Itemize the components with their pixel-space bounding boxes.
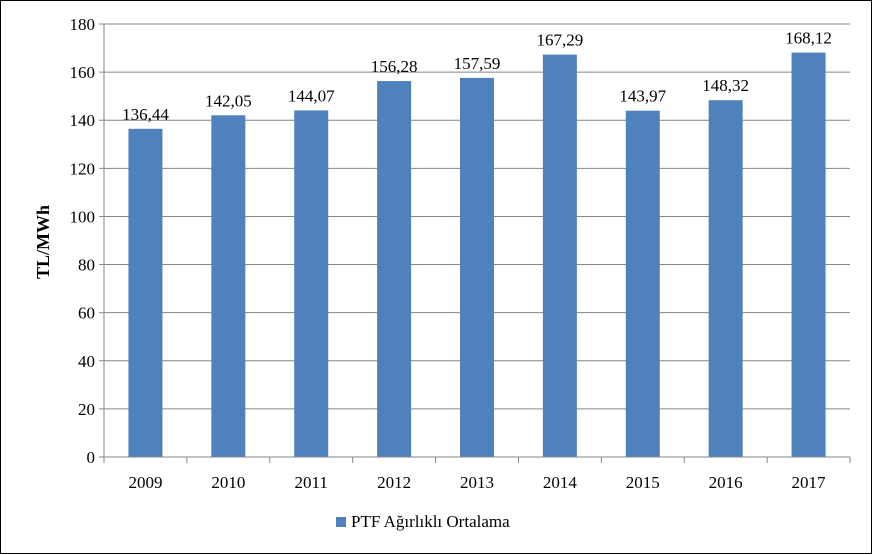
y-tick-label: 0 xyxy=(87,448,96,467)
x-tick-label-2011: 2011 xyxy=(295,473,328,492)
data-label-2017: 168,12 xyxy=(785,29,832,48)
data-label-2009: 136,44 xyxy=(122,105,169,124)
x-tick-label-2009: 2009 xyxy=(128,473,162,492)
x-tick-label-2013: 2013 xyxy=(460,473,494,492)
legend-label: PTF Ağırlıklı Ortalama xyxy=(351,512,510,531)
bar-2011 xyxy=(294,110,329,457)
legend: PTF Ağırlıklı Ortalama xyxy=(336,512,510,531)
y-axis-title: TL/MWh xyxy=(33,205,53,279)
bar-2015 xyxy=(625,110,660,457)
x-tick-labels: 2009 2010 2011 2012 2013 2014 2015 2016 2017 xyxy=(128,473,826,492)
data-label-2015: 143,97 xyxy=(619,87,666,106)
bar-2010 xyxy=(211,115,246,457)
y-tick-label: 180 xyxy=(70,15,96,34)
data-label-2012: 156,28 xyxy=(371,57,418,76)
data-label-2011: 144,07 xyxy=(288,86,335,105)
bar-2009 xyxy=(128,128,163,457)
x-tick-label-2012: 2012 xyxy=(377,473,411,492)
x-tick-label-2014: 2014 xyxy=(543,473,578,492)
y-tick-label: 60 xyxy=(78,304,95,323)
data-label-2013: 157,59 xyxy=(454,54,501,73)
bar-2016 xyxy=(708,100,743,457)
axes xyxy=(103,24,851,463)
data-label-2010: 142,05 xyxy=(205,91,252,110)
y-tick-label: 20 xyxy=(78,400,95,419)
y-tick-label: 100 xyxy=(70,207,96,226)
bar-2017 xyxy=(791,52,826,457)
x-tick-label-2017: 2017 xyxy=(792,473,827,492)
bar-2012 xyxy=(377,81,412,457)
bar-2013 xyxy=(460,77,494,457)
y-tick-label: 160 xyxy=(70,63,96,82)
bar-2014 xyxy=(542,54,577,457)
x-tick-label-2016: 2016 xyxy=(709,473,743,492)
bars xyxy=(128,52,826,457)
data-label-2016: 148,32 xyxy=(702,76,749,95)
data-labels: 136,44 142,05 144,07 156,28 157,59 167,29 143,… xyxy=(122,29,832,124)
y-tick-label: 80 xyxy=(78,256,95,275)
y-tick-label: 120 xyxy=(70,159,96,178)
y-tick-label: 140 xyxy=(70,111,96,130)
y-tick-labels: 0 20 40 60 80 100 120 140 160 180 xyxy=(70,15,96,467)
x-tick-label-2015: 2015 xyxy=(626,473,660,492)
x-tick-label-2010: 2010 xyxy=(211,473,245,492)
legend-swatch xyxy=(336,517,346,527)
data-label-2014: 167,29 xyxy=(537,31,584,50)
y-tick-label: 40 xyxy=(78,352,95,371)
